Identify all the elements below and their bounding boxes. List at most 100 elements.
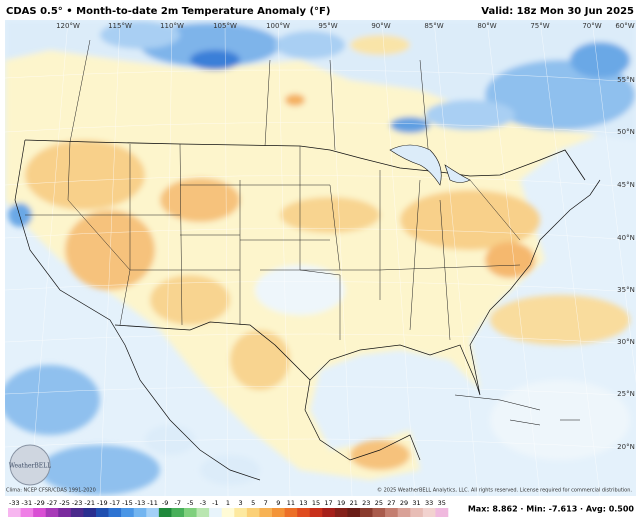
longitude-label: 90°W — [371, 22, 390, 30]
colorbar-label: -25 — [59, 499, 70, 507]
colorbar-swatch — [284, 508, 298, 517]
graticule — [5, 20, 636, 496]
colorbar-swatch — [33, 508, 47, 517]
colorbar-label: 21 — [350, 499, 358, 507]
colorbar-label: -19 — [97, 499, 108, 507]
colorbar-swatch — [171, 508, 185, 517]
colorbar-label: 31 — [412, 499, 420, 507]
longitude-label: 100°W — [266, 22, 290, 30]
colorbar-swatch — [309, 508, 323, 517]
map-area — [5, 20, 636, 496]
map-title: CDAS 0.5° • Month-to-date 2m Temperature… — [6, 6, 330, 17]
colorbar-label: 25 — [375, 499, 383, 507]
longitude-label: 95°W — [318, 22, 337, 30]
us-mexico-border — [114, 321, 311, 381]
state-borders — [25, 141, 521, 341]
colorbar-swatch — [184, 508, 197, 517]
copyright: © 2025 WeatherBELL Analytics, LLC. All r… — [377, 487, 632, 494]
colorbar-swatch — [410, 508, 424, 517]
colorbar-label: -7 — [174, 499, 180, 507]
longitude-label: 105°W — [213, 22, 237, 30]
colorbar-label: -5 — [187, 499, 193, 507]
longitude-label: 120°W — [56, 22, 80, 30]
colorbar-label: -27 — [47, 499, 58, 507]
colorbar-label: -31 — [22, 499, 33, 507]
latitude-label: 55°N — [617, 76, 635, 84]
latitude-label: 50°N — [617, 128, 635, 136]
colorbar-label: -17 — [110, 499, 121, 507]
longitude-label: 70°W — [582, 22, 601, 30]
colorbar-label: -29 — [34, 499, 45, 507]
colorbar-swatch — [8, 508, 21, 517]
colorbar-swatch — [397, 508, 411, 517]
colorbar-swatch — [158, 508, 172, 517]
colorbar-label: 7 — [264, 499, 268, 507]
colorbar-swatch — [133, 508, 147, 517]
colorbar-swatch — [347, 508, 361, 517]
colorbar-label: 35 — [438, 499, 446, 507]
colorbar-swatch — [20, 508, 34, 517]
longitude-label: 75°W — [530, 22, 549, 30]
colorbar-label: -15 — [122, 499, 133, 507]
caribbean-islands — [454, 394, 580, 426]
colorbar-swatch — [259, 508, 273, 517]
great-lakes — [389, 144, 471, 186]
colorbar-swatch — [121, 508, 135, 517]
colorbar-label: 11 — [287, 499, 295, 507]
colorbar-label: -23 — [72, 499, 83, 507]
colorbar-label: -21 — [84, 499, 95, 507]
colorbar-label: -11 — [147, 499, 158, 507]
latitude-label: 25°N — [617, 390, 635, 398]
colorbar-swatch — [297, 508, 311, 517]
longitude-labels: 120°W 115°W 110°W 105°W 100°W 95°W 90°W 85°W 80°… — [56, 22, 635, 30]
colorbar-label: 19 — [337, 499, 345, 507]
colorbar-swatch — [196, 508, 210, 517]
colorbar-swatch — [322, 508, 336, 517]
colorbar-label: -33 — [9, 499, 20, 507]
colorbar-swatch — [209, 508, 223, 517]
stats: Max: 8.862 · Min: -7.613 · Avg: 0.500 — [468, 505, 635, 514]
colorbar-label: 29 — [400, 499, 408, 507]
colorbar-swatch — [272, 508, 285, 517]
colorbar-swatch — [360, 508, 373, 517]
colorbar-swatch — [435, 508, 449, 517]
longitude-label: 60°W — [615, 22, 634, 30]
colorbar-label: 27 — [387, 499, 395, 507]
latitude-labels: 55°N 50°N 45°N 40°N 35°N 30°N 25°N 20°N — [617, 76, 635, 451]
anomaly-field — [5, 20, 636, 495]
colorbar-label: 5 — [251, 499, 255, 507]
colorbar-swatch — [70, 508, 84, 517]
colorbar-swatch — [234, 508, 248, 517]
coastline — [14, 139, 601, 481]
colorbar: -33 -31 -29 -27 -25 -23 -21 -19 -17 -15 -13 -11 -9 -7… — [8, 499, 449, 517]
colorbar-label: -13 — [135, 499, 146, 507]
colorbar-swatch — [96, 508, 109, 517]
colorbar-label: 23 — [362, 499, 370, 507]
colorbar-label: 3 — [239, 499, 243, 507]
colorbar-label: -3 — [200, 499, 206, 507]
latitude-label: 45°N — [617, 181, 635, 189]
colorbar-label: 33 — [425, 499, 433, 507]
colorbar-swatch — [83, 508, 97, 517]
longitude-label: 110°W — [160, 22, 184, 30]
colorbar-label: 15 — [312, 499, 320, 507]
colorbar-label: 9 — [276, 499, 280, 507]
valid-time: Valid: 18z Mon 30 Jun 2025 — [481, 6, 634, 17]
latitude-label: 20°N — [617, 443, 635, 451]
colorbar-swatch — [334, 508, 348, 517]
climatology-note: Clima: NCEP CFSR/CDAS 1991-2020 — [6, 488, 96, 494]
colorbar-swatch — [58, 508, 72, 517]
province-borders — [69, 39, 431, 171]
longitude-label: 85°W — [424, 22, 443, 30]
colorbar-swatch — [146, 508, 160, 517]
colorbar-swatch — [372, 508, 386, 517]
colorbar-swatch — [385, 508, 399, 517]
longitude-label: 80°W — [477, 22, 496, 30]
latitude-label: 40°N — [617, 234, 635, 242]
colorbar-swatch — [45, 508, 59, 517]
logo-text: WeatherBELL — [9, 463, 51, 470]
colorbar-swatch — [221, 508, 235, 517]
longitude-label: 115°W — [108, 22, 132, 30]
